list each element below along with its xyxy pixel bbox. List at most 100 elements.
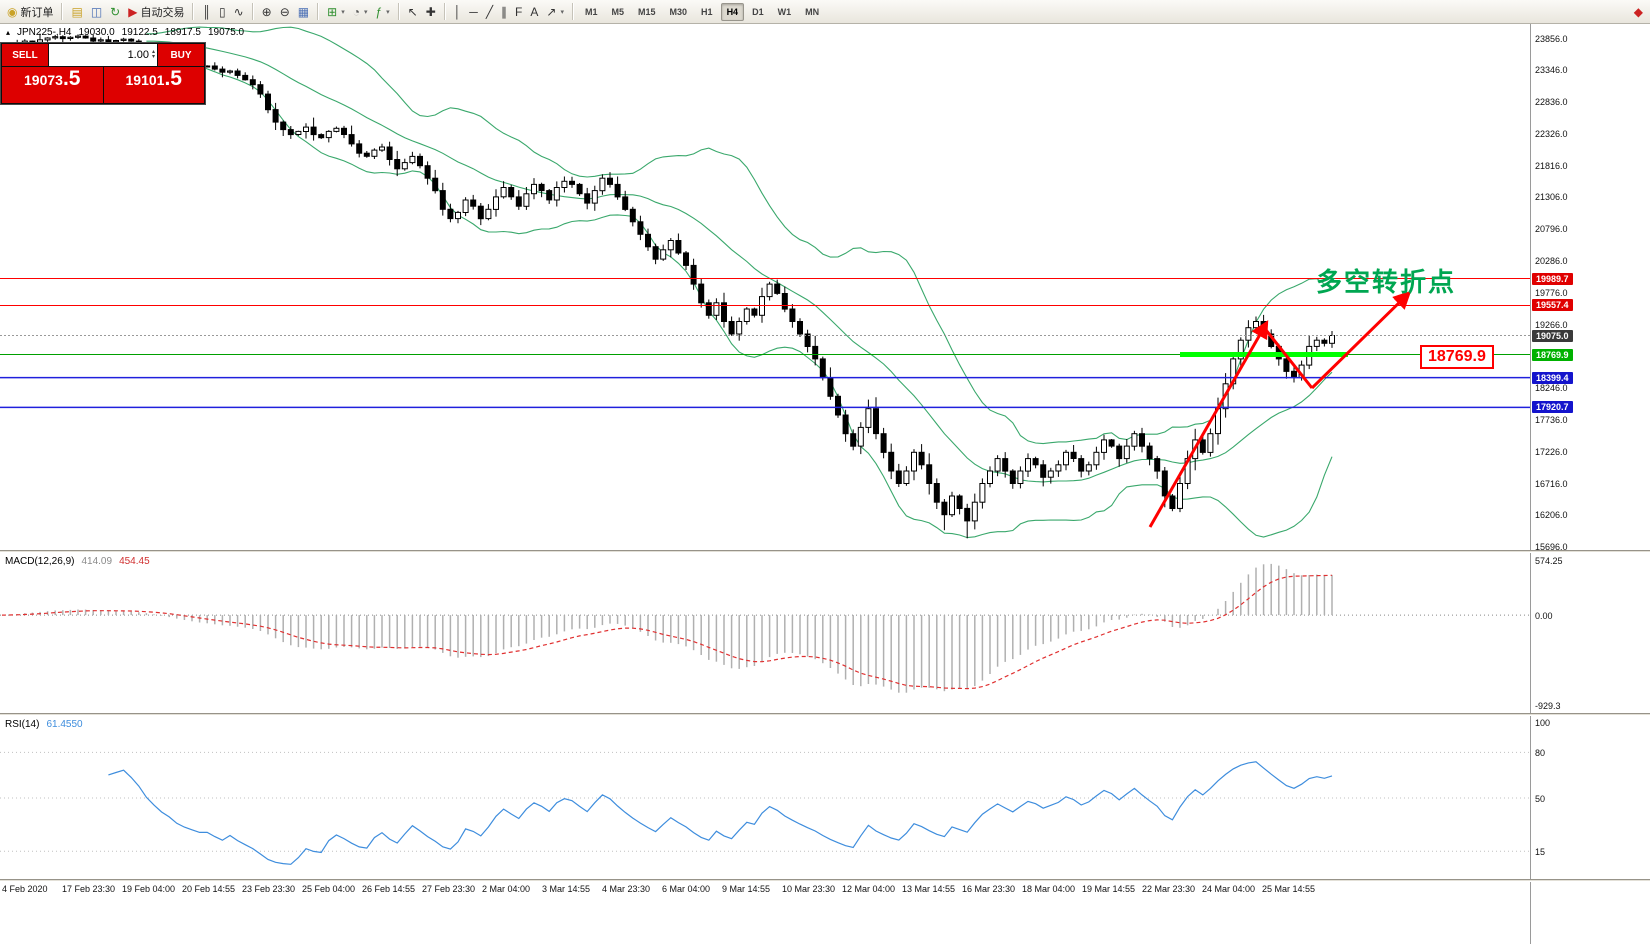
time-axis-label: 18 Mar 04:00 — [1022, 884, 1076, 894]
line-chart-icon[interactable]: ∿ — [230, 1, 248, 22]
data-window-icon[interactable]: ◫ — [87, 1, 106, 22]
sell-button[interactable]: SELL — [2, 44, 48, 66]
timeframe-m30[interactable]: M30 — [669, 6, 688, 17]
autotrade-icon[interactable]: ▶ 自动交易 — [124, 1, 188, 22]
time-axis-label: 22 Mar 23:30 — [1142, 884, 1196, 894]
market-watch-icon: ▤ — [71, 4, 83, 19]
toolbar-separator — [192, 3, 195, 20]
toolbar-separator — [443, 3, 446, 20]
price-axis-label: 20286.0 — [1535, 256, 1568, 267]
timeframe-d1[interactable]: D1 — [752, 6, 764, 17]
zoom-out-icon[interactable]: ⊖ — [276, 1, 294, 22]
pane-divider[interactable] — [0, 550, 1650, 553]
indicators-icon[interactable]: ƒ ▾ — [371, 1, 393, 22]
one-click-trading-panel: SELL 1.00 ▴ ▾ BUY 19073.5 19101.5 — [0, 42, 206, 105]
new-chart-icon[interactable]: ⊞ ▾ — [323, 1, 349, 22]
price-line-tag: 19989.7 — [1532, 272, 1573, 285]
zoom-out-icon: ⊖ — [279, 4, 290, 19]
time-axis-label: 25 Mar 14:55 — [1262, 884, 1316, 894]
time-axis-label: 3 Mar 14:55 — [542, 884, 591, 894]
oneclick-toggle-icon[interactable]: ▴ — [6, 28, 11, 37]
fibonacci-icon[interactable]: F — [511, 1, 526, 22]
price-line-tag: 18769.9 — [1532, 348, 1573, 361]
buy-button[interactable]: BUY — [158, 44, 204, 66]
arrows-tool-icon: ↗ — [546, 4, 557, 19]
price-line-tag: 17920.7 — [1532, 401, 1573, 414]
buy-price-button[interactable]: 19101.5 — [103, 67, 204, 103]
timeframe-mn[interactable]: MN — [805, 6, 820, 17]
channel-icon[interactable]: ∥ — [497, 1, 511, 22]
cursor-icon: ↖ — [407, 4, 418, 19]
ohlc-open: 19030.0 — [78, 27, 115, 38]
bar-chart-icon[interactable]: ║ — [198, 1, 215, 22]
timeframe-w1[interactable]: W1 — [777, 6, 792, 17]
timeframe-m15[interactable]: M15 — [638, 6, 656, 17]
pane-divider[interactable] — [0, 713, 1650, 716]
horizontal-line-icon: ─ — [469, 4, 478, 19]
time-axis-label: 9 Mar 14:55 — [722, 884, 771, 894]
price-axis-label: 16716.0 — [1535, 478, 1568, 489]
timeframe-m5[interactable]: M5 — [611, 6, 625, 17]
chevron-down-icon: ▾ — [560, 8, 564, 16]
cursor-icon[interactable]: ↖ — [404, 1, 422, 22]
time-axis-label: 6 Mar 04:00 — [662, 884, 711, 894]
macd-signal-value: 454.45 — [119, 556, 150, 567]
new-order-icon[interactable]: ◉ 新订单 — [3, 1, 57, 22]
macd-axis-label: -929.3 — [1535, 700, 1561, 711]
candlestick-chart-icon[interactable]: ▯ — [215, 1, 230, 22]
time-axis-label: 4 Mar 23:30 — [602, 884, 651, 894]
main-chart-canvas[interactable] — [0, 22, 1650, 550]
chevron-down-icon: ▾ — [341, 8, 345, 16]
price-fraction: .5 — [164, 67, 182, 90]
time-axis-label: 13 Mar 14:55 — [902, 884, 956, 894]
price-axis-label: 17226.0 — [1535, 446, 1568, 457]
chart-title: ▴ JPN225-,H4 19030.0 19122.5 18917.5 190… — [6, 27, 244, 38]
price-axis-border — [1530, 23, 1531, 944]
time-axis-label: 16 Mar 23:30 — [962, 884, 1016, 894]
mql-community-icon[interactable]: ◆ — [1633, 4, 1643, 19]
sell-price-button[interactable]: 19073.5 — [2, 67, 103, 103]
rsi-axis-label: 50 — [1535, 794, 1546, 804]
chevron-down-icon: ▾ — [386, 8, 390, 16]
refresh-icon[interactable]: ↻ — [106, 1, 124, 22]
time-axis-label: 23 Feb 23:30 — [242, 884, 296, 894]
market-watch-icon[interactable]: ▤ — [67, 1, 86, 22]
price-axis-label: 21306.0 — [1535, 192, 1568, 203]
horizontal-line-icon[interactable]: ─ — [465, 1, 482, 22]
timeframe-h1[interactable]: H1 — [701, 6, 713, 17]
tile-windows-icon[interactable]: ▦ — [294, 1, 313, 22]
price-axis-label: 21816.0 — [1535, 160, 1568, 171]
timeframe-h4[interactable]: H4 — [720, 2, 745, 21]
vertical-line-icon[interactable]: │ — [450, 1, 466, 22]
crosshair-icon[interactable]: ✚ — [422, 1, 440, 22]
trendline-icon[interactable]: ╱ — [482, 1, 497, 22]
lot-decrease-button[interactable]: ▾ — [151, 54, 155, 60]
time-axis-label: 27 Feb 23:30 — [422, 884, 476, 894]
price-axis-label: 19266.0 — [1535, 319, 1568, 330]
lot-size-field[interactable]: 1.00 ▴ ▾ — [49, 44, 157, 66]
macd-main-value: 414.09 — [81, 556, 113, 567]
lot-increase-button[interactable]: ▴ — [151, 49, 155, 55]
line-chart-icon: ∿ — [233, 4, 244, 19]
arrows-tool-icon[interactable]: ↗ ▾ — [542, 1, 568, 22]
lot-size-value: 1.00 — [127, 49, 149, 61]
rsi-chart-canvas[interactable] — [0, 715, 1650, 879]
time-axis-label: 26 Feb 14:55 — [362, 884, 416, 894]
price-axis-label: 20796.0 — [1535, 224, 1568, 235]
price-axis-label: 19776.0 — [1535, 287, 1568, 298]
timeframe-m1[interactable]: M1 — [584, 6, 598, 17]
turning-point-annotation: 多空转折点 — [1316, 267, 1457, 297]
rsi-value: 61.4550 — [46, 719, 83, 730]
time-axis-label: 2 Mar 04:00 — [482, 884, 531, 894]
cycle-chart-icon[interactable]: ◔ ▾ — [349, 1, 372, 22]
price-axis-label: 22326.0 — [1535, 128, 1568, 139]
new-order-icon: ◉ — [7, 4, 18, 19]
text-label-icon[interactable]: A — [526, 1, 542, 22]
symbol-period-label: JPN225-,H4 — [17, 27, 72, 38]
vertical-line-icon: │ — [453, 4, 462, 19]
macd-axis-label: 0.00 — [1535, 611, 1553, 622]
price-axis-label: 16206.0 — [1535, 510, 1568, 521]
macd-chart-canvas[interactable] — [0, 552, 1650, 713]
toolbar-separator — [397, 3, 400, 20]
zoom-in-icon[interactable]: ⊕ — [258, 1, 276, 22]
